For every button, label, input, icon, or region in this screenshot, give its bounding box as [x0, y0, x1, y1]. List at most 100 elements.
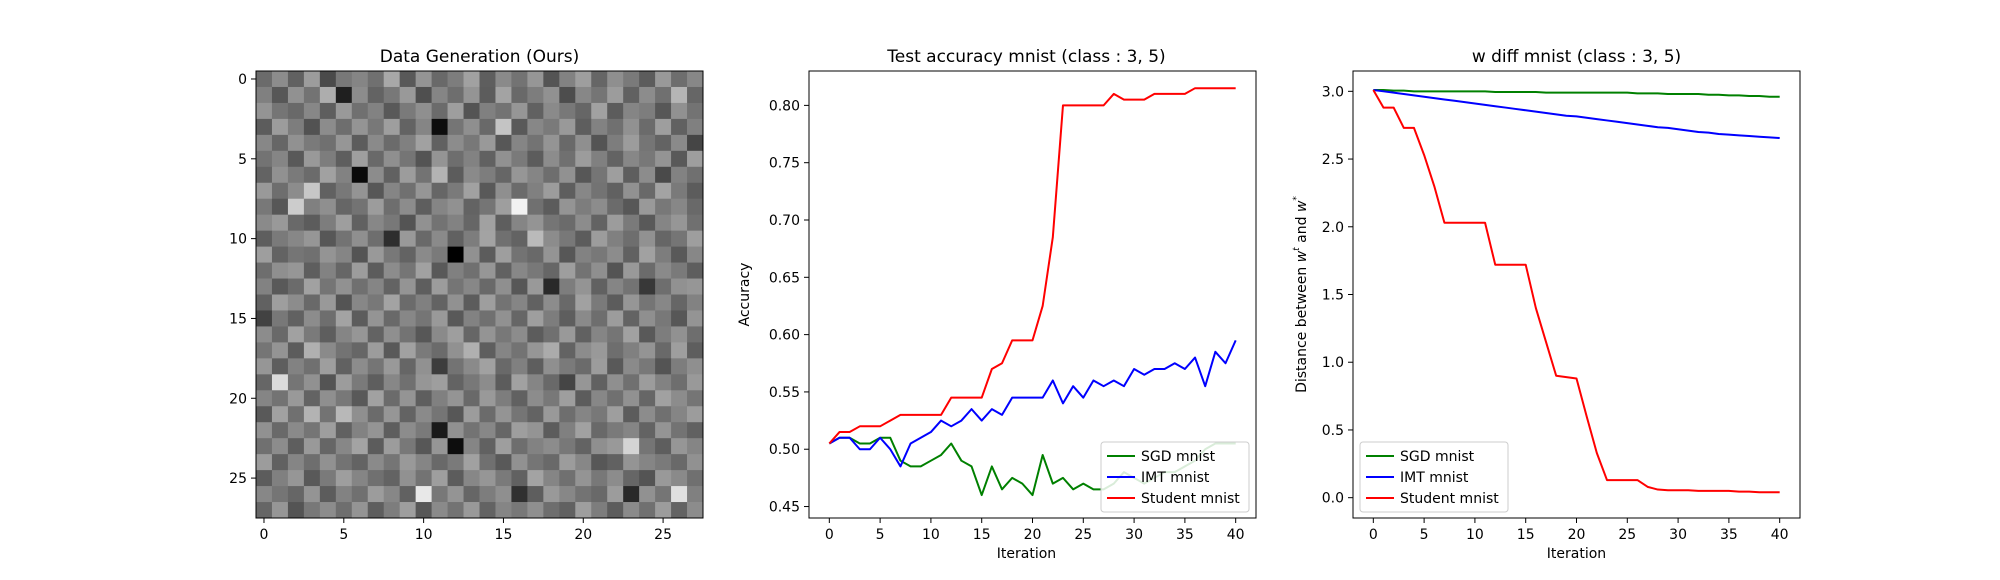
- heatmap-cell: [591, 71, 608, 88]
- heatmap-cell: [639, 278, 656, 295]
- heatmap-cell: [575, 262, 592, 279]
- heatmap-cell: [655, 390, 672, 407]
- heatmap-title: Data Generation (Ours): [380, 47, 580, 67]
- heatmap-cell: [463, 150, 480, 168]
- heatmap-cell: [399, 406, 417, 423]
- heatmap-cell: [511, 502, 528, 519]
- heatmap-cell: [639, 358, 656, 375]
- heatmap-cell: [511, 326, 528, 343]
- heatmap-cell: [511, 166, 528, 184]
- heatmap-cell: [319, 454, 337, 471]
- heatmap-cell: [623, 470, 640, 487]
- heatmap-cell: [447, 134, 464, 152]
- heatmap-cell: [287, 214, 305, 232]
- heatmap-cell: [415, 406, 432, 423]
- heatmap-cell: [495, 214, 512, 232]
- heatmap-cell: [687, 342, 704, 359]
- heatmap-cell: [351, 278, 369, 295]
- heatmap-cell: [591, 422, 608, 439]
- heatmap-cell: [479, 102, 496, 120]
- heatmap-cell: [383, 230, 401, 247]
- heatmap-cell: [687, 230, 704, 247]
- heatmap-cell: [287, 86, 305, 104]
- wdiff-lines: [1372, 88, 1780, 494]
- heatmap-cell: [687, 374, 704, 391]
- heatmap-cell: [655, 358, 672, 375]
- heatmap-cell: [527, 182, 544, 200]
- heatmap-cell: [671, 486, 688, 503]
- heatmap-cell: [543, 422, 560, 439]
- heatmap-cell: [559, 502, 576, 519]
- heatmap-cell: [303, 150, 321, 168]
- heatmap-cell: [511, 310, 528, 327]
- heatmap-cell: [383, 374, 401, 391]
- heatmap-cell: [256, 294, 273, 311]
- heatmap-cell: [351, 454, 369, 471]
- heatmap-cell: [623, 310, 640, 327]
- heatmap-cell: [303, 470, 321, 487]
- heatmap-cell: [335, 486, 353, 503]
- heatmap-cell: [623, 198, 640, 216]
- heatmap-cell: [415, 390, 432, 407]
- heatmap-cell: [575, 294, 592, 311]
- heatmap-cell: [495, 71, 512, 88]
- heatmap-cell: [543, 358, 560, 375]
- heatmap-cell: [655, 150, 672, 168]
- heatmap-cell: [319, 358, 337, 375]
- heatmap-cell: [575, 118, 592, 136]
- heatmap-cell: [351, 342, 369, 359]
- accuracy-legend-imt: IMT mnist: [1141, 470, 1210, 486]
- heatmap-cell: [591, 390, 608, 407]
- heatmap-cell: [687, 406, 704, 423]
- heatmap-cell: [303, 86, 321, 104]
- heatmap-cell: [431, 246, 448, 263]
- heatmap-cell: [591, 86, 608, 104]
- heatmap-cell: [591, 198, 608, 216]
- heatmap-cell: [256, 470, 273, 487]
- heatmap-cell: [559, 198, 576, 216]
- heatmap-cell: [671, 502, 688, 519]
- heatmap-cell: [319, 246, 337, 263]
- heatmap-cell: [415, 470, 432, 487]
- heatmap-cell: [399, 310, 417, 327]
- heatmap-cells: [256, 71, 704, 519]
- heatmap-cell: [287, 166, 305, 184]
- heatmap-cell: [639, 198, 656, 216]
- heatmap-cell: [687, 326, 704, 343]
- heatmap-cell: [256, 278, 273, 295]
- heatmap-cell: [623, 294, 640, 311]
- heatmap-cell: [447, 71, 464, 88]
- heatmap-cell: [495, 326, 512, 343]
- heatmap-cell: [287, 246, 305, 263]
- heatmap-cell: [383, 470, 401, 487]
- heatmap-cell: [319, 294, 337, 311]
- heatmap-cell: [447, 358, 464, 375]
- heatmap-cell: [271, 214, 289, 232]
- heatmap-cell: [271, 278, 289, 295]
- heatmap-cell: [431, 278, 448, 295]
- heatmap-cell: [319, 71, 337, 88]
- heatmap-cell: [399, 342, 417, 359]
- heatmap-cell: [335, 310, 353, 327]
- accuracy-ytick-label: 0.65: [769, 270, 800, 286]
- heatmap-cell: [543, 278, 560, 295]
- heatmap-cell: [383, 486, 401, 503]
- heatmap-cell: [319, 230, 337, 247]
- heatmap-cell: [559, 454, 576, 471]
- heatmap-cell: [271, 390, 289, 407]
- heatmap-cell: [559, 486, 576, 503]
- heatmap-cell: [351, 438, 369, 455]
- heatmap-cell: [639, 86, 656, 104]
- heatmap-cell: [271, 406, 289, 423]
- heatmap-cell: [671, 134, 688, 152]
- heatmap-cell: [511, 358, 528, 375]
- heatmap-cell: [655, 342, 672, 359]
- heatmap-cell: [367, 486, 385, 503]
- heatmap-cell: [495, 278, 512, 295]
- wdiff-panel: w diff mnist (class : 3, 5) 0 5 10 15 20 25 30…: [1292, 47, 1801, 562]
- heatmap-cell: [623, 262, 640, 279]
- heatmap-cell: [607, 470, 624, 487]
- heatmap-cell: [303, 326, 321, 343]
- heatmap-cell: [623, 374, 640, 391]
